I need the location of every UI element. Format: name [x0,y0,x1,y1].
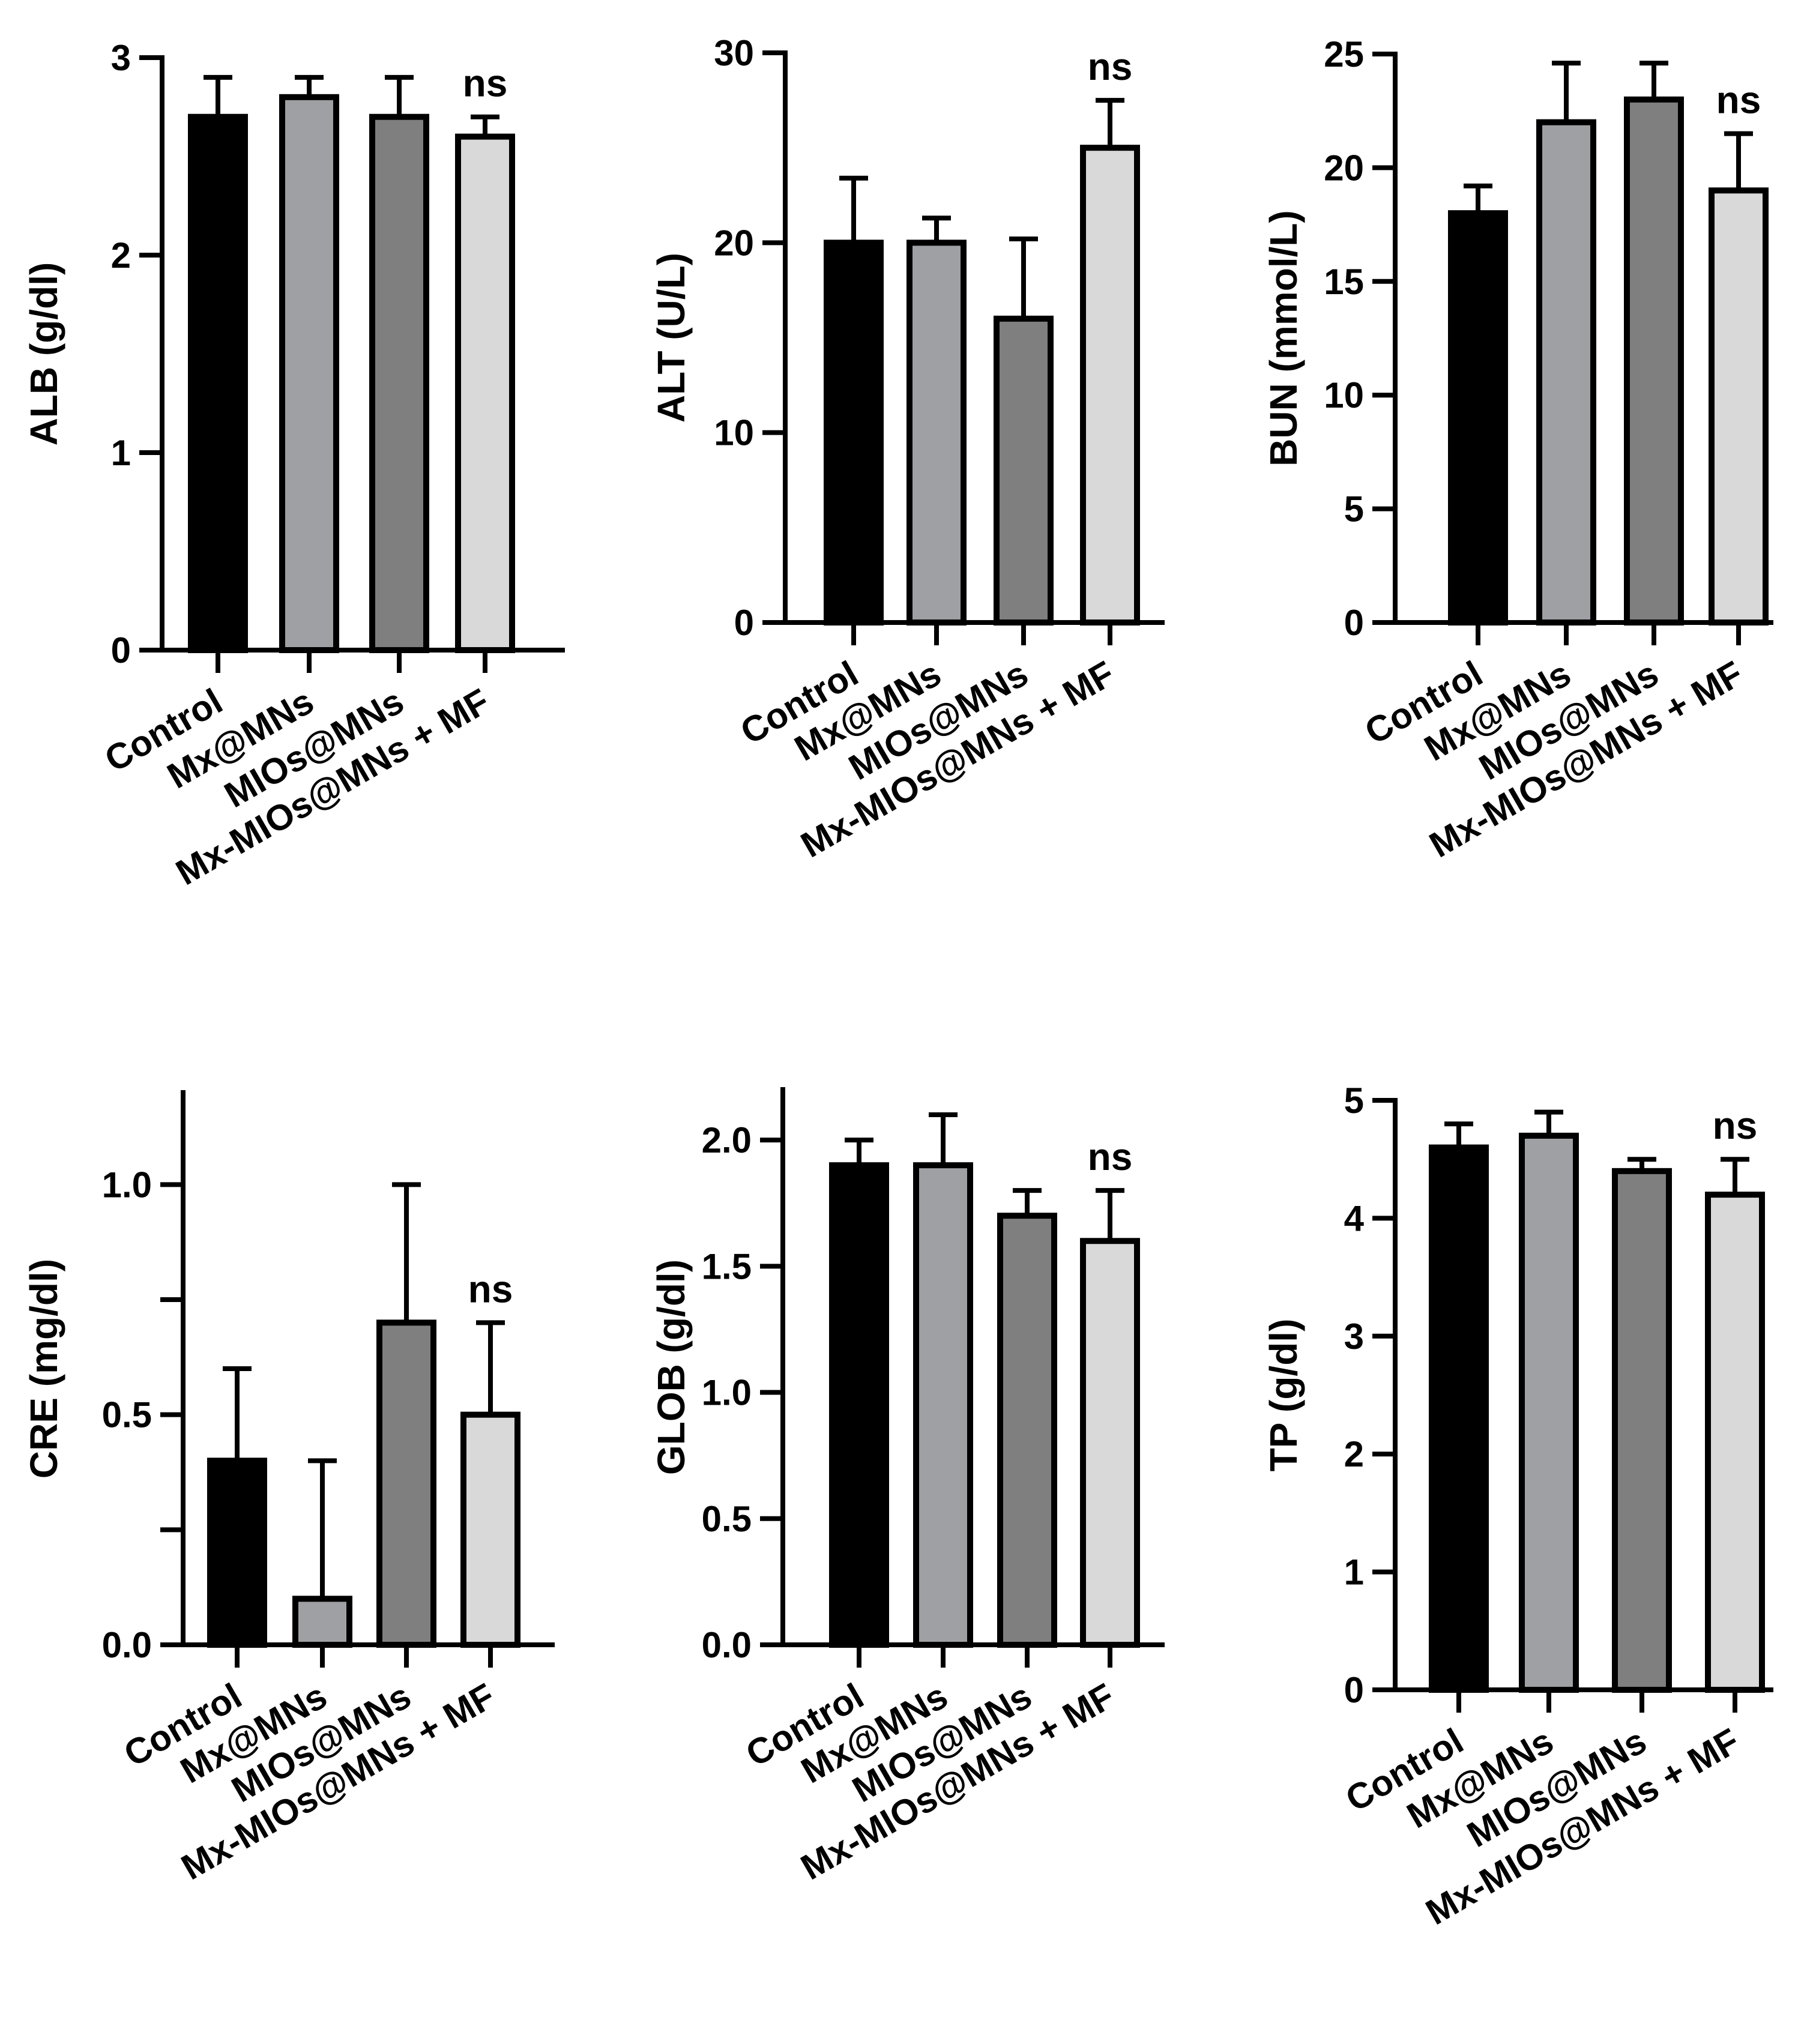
y-tick-label: 25 [1324,34,1364,74]
y-tick-label: 1 [1344,1552,1364,1593]
y-tick-label: 10 [714,413,754,453]
y-tick-label: 20 [714,223,754,263]
y-tick-label: 0 [1344,603,1364,643]
bar-mx-mns [906,240,967,626]
y-axis-title: CRE (mg/dl) [22,1259,65,1479]
bar-mios-mns [376,1319,436,1648]
bar-control [824,240,884,626]
significance-label: ns [468,1267,513,1310]
bar-mx-mns [1519,1132,1579,1693]
y-tick-label: 3 [1344,1316,1364,1357]
y-tick-label: 20 [1324,148,1364,188]
bar-mx-mios-mns-mf [1080,1238,1140,1648]
bar-mx-mios-mns-mf [1709,187,1769,626]
y-axis-title: GLOB (g/dl) [650,1259,693,1475]
y-tick-label: 1.0 [702,1373,752,1413]
bar-control [188,113,248,653]
bar-mx-mios-mns-mf [1705,1192,1765,1693]
y-tick-label: 5 [1344,1081,1364,1121]
y-tick-label: 1.5 [702,1246,752,1286]
y-tick-label: 2 [111,235,131,276]
y-axis-title: TP (g/dl) [1262,1319,1305,1472]
bar-mx-mns [279,94,339,654]
bar-mios-mns [1624,96,1684,626]
y-tick-label: 10 [1324,375,1364,415]
significance-label: ns [463,62,508,105]
significance-label: ns [1716,79,1761,122]
bar-mx-mios-mns-mf [460,1411,520,1648]
bar-control [207,1458,267,1648]
y-axis-title: BUN (mmol/L) [1262,210,1305,466]
bar-mx-mios-mns-mf [1080,145,1140,626]
y-tick-label: 0 [1344,1670,1364,1710]
y-tick-label: 5 [1344,489,1364,529]
bar-mios-mns [369,113,429,653]
bar-mios-mns [1612,1168,1672,1693]
bar-control [1429,1144,1489,1693]
y-tick-label: 0 [734,603,754,643]
y-tick-label: 2 [1344,1434,1364,1474]
y-tick-label: 30 [714,33,754,73]
y-tick-label: 0.0 [102,1625,152,1665]
y-axis-title: ALT (U/L) [650,253,693,423]
significance-label: ns [1713,1104,1758,1147]
y-tick-label: 0.5 [102,1395,152,1435]
y-tick-label: 0.0 [702,1625,752,1665]
y-tick-label: 0.5 [702,1499,752,1539]
y-tick-label: 3 [111,38,131,78]
bar-mios-mns [994,315,1054,626]
y-axis-title: ALB (g/dl) [22,262,65,446]
y-tick-label: 1.0 [102,1165,152,1205]
y-tick-label: 0 [111,630,131,671]
y-tick-label: 4 [1344,1198,1365,1238]
bar-control [1448,210,1508,626]
y-tick-label: 2.0 [702,1120,752,1160]
bar-control [829,1162,889,1648]
y-tick-label: 15 [1324,262,1364,302]
y-tick-label: 1 [111,433,131,473]
bar-mx-mios-mns-mf [455,133,515,654]
significance-label: ns [1088,45,1133,88]
bar-mx-mns [1536,119,1596,626]
bar-mx-mns [292,1596,352,1648]
significance-label: ns [1088,1135,1133,1178]
bar-mx-mns [913,1162,973,1648]
bar-mios-mns [997,1213,1057,1648]
